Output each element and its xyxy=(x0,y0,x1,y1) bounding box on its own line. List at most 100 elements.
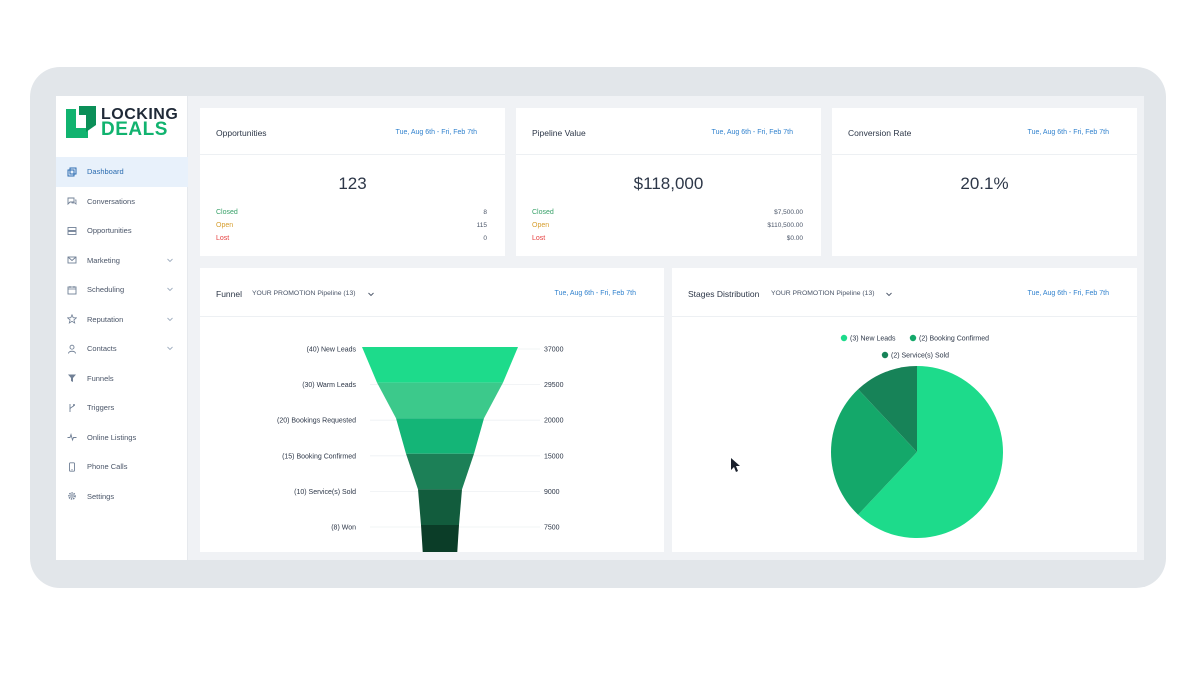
brand-line1: LOCKING xyxy=(101,106,179,123)
pie-slice[interactable] xyxy=(858,366,1003,538)
sidebar-item-label: Triggers xyxy=(87,403,115,413)
chevron-down-icon[interactable] xyxy=(367,290,375,298)
pipeline-select[interactable]: YOUR PROMOTION Pipeline (13) xyxy=(771,290,875,297)
sidebar-item-triggers[interactable]: Triggers xyxy=(56,393,188,423)
sidebar-item-label: Scheduling xyxy=(87,285,125,295)
sidebar-item-label: Conversations xyxy=(87,196,135,206)
funnel-segment[interactable] xyxy=(406,453,474,490)
stat-label: Open xyxy=(216,222,234,229)
pie-slice[interactable] xyxy=(831,389,917,515)
calendar-icon xyxy=(67,285,77,295)
stat-row-open: Open $110,500.00 xyxy=(532,222,803,234)
stack-icon xyxy=(67,226,77,236)
funnel-chart: (40) New Leads 37000 (30) Warm Leads 29500 (… xyxy=(277,347,564,552)
date-range-link[interactable]: Tue, Aug 6th - Fri, Feb 7th xyxy=(711,129,793,136)
funnel-segment[interactable] xyxy=(396,418,484,454)
card-title: Pipeline Value xyxy=(532,128,586,138)
sidebar-item-label: Reputation xyxy=(87,314,124,324)
funnel-stage-label: (40) New Leads xyxy=(307,347,357,354)
panel-header: Funnel YOUR PROMOTION Pipeline (13) Tue,… xyxy=(200,268,664,317)
pipeline-value-amount: $118,000 xyxy=(633,174,704,193)
opportunities-card: Opportunities Tue, Aug 6th - Fri, Feb 7t… xyxy=(200,108,505,256)
date-range-link[interactable]: Tue, Aug 6th - Fri, Feb 7th xyxy=(1027,129,1109,136)
chevron-down-icon[interactable] xyxy=(885,290,893,298)
sidebar-item-label: Funnels xyxy=(87,373,114,383)
legend-swatch xyxy=(840,334,848,342)
date-range-link[interactable]: Tue, Aug 6th - Fri, Feb 7th xyxy=(1027,290,1109,297)
card-header: Conversion Rate Tue, Aug 6th - Fri, Feb … xyxy=(832,108,1137,155)
card-header: Pipeline Value Tue, Aug 6th - Fri, Feb 7… xyxy=(516,108,821,155)
stat-row-lost: Lost $0.00 xyxy=(532,235,803,247)
chat-icon xyxy=(67,196,77,206)
stat-value: $110,500.00 xyxy=(767,222,803,229)
sidebar-item-marketing[interactable]: Marketing xyxy=(56,246,188,276)
stat-row-closed: Closed $7,500.00 xyxy=(532,209,803,221)
panel-title: Stages Distribution xyxy=(688,289,760,299)
sidebar-item-phone-calls[interactable]: Phone Calls xyxy=(56,452,188,482)
funnel-value-label: 7500 xyxy=(544,525,560,532)
sidebar-item-contacts[interactable]: Contacts xyxy=(56,334,188,364)
pipeline-select[interactable]: YOUR PROMOTION Pipeline (13) xyxy=(252,290,356,297)
date-range-link[interactable]: Tue, Aug 6th - Fri, Feb 7th xyxy=(395,129,477,136)
sidebar-item-label: Settings xyxy=(87,491,115,501)
sidebar-item-label: Phone Calls xyxy=(87,462,128,472)
card-title: Conversion Rate xyxy=(848,128,912,138)
sidebar-item-scheduling[interactable]: Scheduling xyxy=(56,275,188,305)
stat-row-closed: Closed 8 xyxy=(216,209,487,221)
chevron-down-icon[interactable] xyxy=(166,256,174,264)
chevron-down-icon[interactable] xyxy=(166,285,174,293)
stat-label: Lost xyxy=(532,235,546,242)
stat-label: Closed xyxy=(532,209,554,216)
sidebar-item-conversations[interactable]: Conversations xyxy=(56,187,188,217)
pipeline-value-card: Pipeline Value Tue, Aug 6th - Fri, Feb 7… xyxy=(516,108,821,256)
funnel-stage-label: (15) Booking Confirmed xyxy=(282,453,356,460)
legend-label[interactable]: (2) Booking Confirmed xyxy=(919,336,989,343)
person-icon xyxy=(67,344,77,354)
date-range-link[interactable]: Tue, Aug 6th - Fri, Feb 7th xyxy=(554,290,636,297)
funnel-stage-label: (10) Service(s) Sold xyxy=(294,489,356,496)
sidebar-item-label: Online Listings xyxy=(87,432,137,442)
sidebar-item-label: Marketing xyxy=(87,255,120,265)
sidebar-item-opportunities[interactable]: Opportunities xyxy=(56,216,188,246)
conversion-rate-value: 20.1% xyxy=(960,174,1009,193)
panel-title: Funnel xyxy=(216,289,242,299)
chevron-down-icon[interactable] xyxy=(166,315,174,323)
sidebar-item-online-listings[interactable]: Online Listings xyxy=(56,423,188,453)
branch-icon xyxy=(67,403,77,413)
funnel-value-label: 37000 xyxy=(544,347,564,354)
funnel-segment[interactable] xyxy=(362,347,518,383)
sidebar-item-label: Opportunities xyxy=(87,226,132,236)
legend-swatch xyxy=(881,351,889,359)
dashboard-icon xyxy=(67,167,77,177)
filter-icon xyxy=(67,373,77,383)
pie-slice[interactable] xyxy=(858,366,917,452)
gear-icon xyxy=(67,491,77,501)
chevron-down-icon[interactable] xyxy=(166,344,174,352)
stat-value: 115 xyxy=(476,222,487,229)
stat-value: 8 xyxy=(483,209,487,216)
logo-mark-icon xyxy=(66,106,96,138)
sidebar-nav: Dashboard Conversations Opportunities Ma… xyxy=(56,157,188,511)
funnel-value-label: 29500 xyxy=(544,382,564,389)
card-title: Opportunities xyxy=(216,128,267,138)
brand-logo[interactable]: LOCKING DEALS xyxy=(66,106,179,142)
funnel-value-label: 15000 xyxy=(544,453,564,460)
sidebar-item-label: Dashboard xyxy=(87,167,124,177)
funnel-segment[interactable] xyxy=(418,489,462,525)
stages-distribution-panel: Stages Distribution YOUR PROMOTION Pipel… xyxy=(672,268,1137,552)
stat-row-open: Open 115 xyxy=(216,222,487,234)
sidebar-item-settings[interactable]: Settings xyxy=(56,482,188,512)
sidebar-item-funnels[interactable]: Funnels xyxy=(56,364,188,394)
opportunities-count: 123 xyxy=(338,174,367,193)
sidebar-item-reputation[interactable]: Reputation xyxy=(56,305,188,335)
funnel-segment[interactable] xyxy=(421,525,459,552)
stat-label: Open xyxy=(532,222,550,229)
sidebar: LOCKING DEALS Dashboard Conversations Op… xyxy=(56,96,188,560)
stages-pie-chart: (3) New Leads (2) Booking Confirmed (2) Se… xyxy=(731,334,1003,538)
funnel-value-label: 9000 xyxy=(544,489,560,496)
legend-label[interactable]: (3) New Leads xyxy=(850,336,896,343)
funnel-segment[interactable] xyxy=(377,382,503,419)
funnel-value-label: 20000 xyxy=(544,418,564,425)
legend-label[interactable]: (2) Service(s) Sold xyxy=(891,353,949,360)
sidebar-item-dashboard[interactable]: Dashboard xyxy=(56,157,188,187)
